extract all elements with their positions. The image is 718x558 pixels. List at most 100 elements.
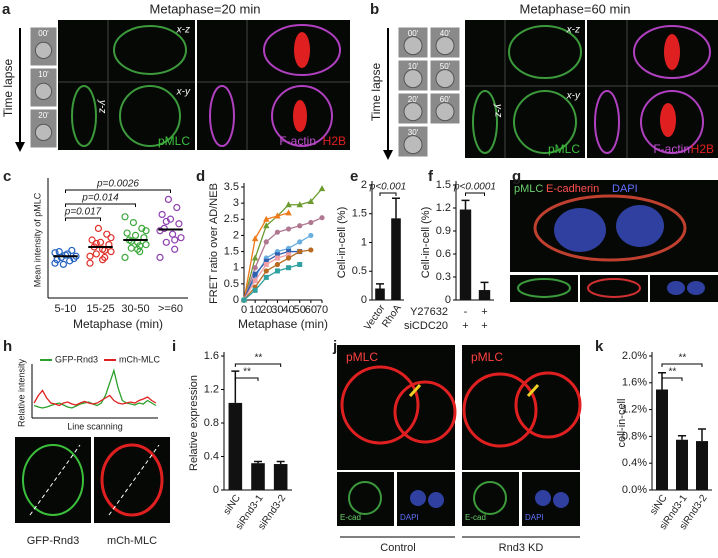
data-point bbox=[171, 245, 179, 253]
stain-label: DAPI bbox=[612, 183, 638, 195]
y-tick-label: 0.8% bbox=[622, 430, 647, 442]
marker bbox=[252, 287, 258, 293]
marker bbox=[308, 232, 314, 239]
y-axis-label: cell-in-cell bbox=[616, 399, 628, 448]
bar bbox=[375, 288, 385, 300]
marker bbox=[263, 215, 270, 222]
marker bbox=[274, 229, 281, 235]
stain-label: H2B bbox=[323, 134, 346, 148]
thumbnail-cell bbox=[403, 102, 423, 122]
marker bbox=[297, 223, 303, 229]
chart-label: i bbox=[172, 338, 176, 355]
stain-label: E-cadherin bbox=[546, 183, 599, 195]
data-point bbox=[96, 238, 105, 246]
marker bbox=[252, 278, 258, 284]
data-point bbox=[169, 230, 177, 238]
bar bbox=[478, 290, 491, 300]
error-bar bbox=[678, 434, 686, 440]
data-point bbox=[156, 253, 164, 261]
marker bbox=[263, 268, 269, 274]
panel-label: g bbox=[512, 168, 521, 185]
marker bbox=[274, 261, 281, 268]
time-label: 20' bbox=[38, 111, 49, 120]
row-value: + bbox=[462, 320, 468, 332]
data-point bbox=[107, 234, 115, 242]
data-point bbox=[156, 227, 164, 235]
panel-a-images bbox=[15, 20, 350, 152]
marker bbox=[263, 258, 269, 264]
y-tick-label: 0.3 bbox=[436, 271, 451, 283]
x-tick-label: 40 bbox=[282, 304, 294, 316]
marker bbox=[263, 239, 269, 245]
significance-bracket bbox=[465, 192, 485, 196]
y-tick-label: 2 bbox=[233, 229, 239, 241]
error-bar bbox=[461, 199, 470, 210]
data-point bbox=[86, 252, 94, 260]
marker bbox=[252, 271, 258, 277]
marker bbox=[252, 265, 258, 271]
bar bbox=[656, 389, 668, 490]
significance-label: p=0.014 bbox=[81, 193, 119, 204]
y-axis-label: Relative expression bbox=[188, 375, 200, 471]
x-tick-label: 5-10 bbox=[54, 303, 76, 315]
marker bbox=[318, 185, 326, 192]
data-point bbox=[127, 237, 135, 245]
bar bbox=[391, 218, 401, 300]
marker bbox=[307, 198, 315, 205]
series-line bbox=[243, 188, 323, 301]
x-tick-label: 60 bbox=[305, 304, 317, 316]
thumbnail-cell bbox=[34, 123, 53, 141]
error-bar bbox=[276, 460, 285, 465]
time-label: 00' bbox=[38, 29, 49, 38]
data-point bbox=[68, 246, 76, 255]
bar bbox=[676, 439, 688, 490]
significance-bracket bbox=[661, 363, 703, 367]
significance-bracket bbox=[379, 192, 397, 196]
data-point bbox=[131, 231, 140, 239]
x-tick-label: 30 bbox=[271, 304, 283, 316]
inset-label: E-cad bbox=[340, 513, 361, 522]
data-point bbox=[51, 249, 59, 257]
x-tick-label: 50 bbox=[294, 304, 306, 316]
time-label: 10' bbox=[38, 70, 49, 79]
time-axis: Time lapse bbox=[1, 59, 15, 118]
view-label: y-z bbox=[492, 103, 503, 117]
y-tick-label: 0 bbox=[361, 294, 367, 306]
y-axis-label: Relative intensity bbox=[16, 358, 26, 427]
marker bbox=[297, 239, 303, 245]
y-tick-label: 1.6% bbox=[622, 377, 647, 389]
marker bbox=[251, 235, 259, 242]
y-axis-label: Cell-in-cell (%) bbox=[336, 207, 348, 279]
chart-label: c bbox=[3, 168, 11, 185]
y-axis-label: Cell-in-cell (%) bbox=[420, 207, 432, 279]
view-label: x-z bbox=[566, 25, 580, 36]
data-point bbox=[142, 241, 150, 249]
time-label: 40' bbox=[440, 29, 451, 38]
panel-j-images bbox=[337, 345, 582, 538]
y-tick-label: 0 bbox=[213, 484, 219, 496]
y-tick-label: 2 bbox=[361, 179, 367, 191]
x-tick-label: 15-25 bbox=[86, 303, 114, 315]
marker bbox=[286, 265, 292, 271]
y-tick-label: 1.5 bbox=[224, 245, 239, 257]
marker bbox=[319, 215, 325, 221]
legend-label: GFP-Rnd3 bbox=[55, 354, 98, 364]
y-tick-label: 0.4% bbox=[622, 457, 647, 469]
inset-label: E-cad bbox=[465, 513, 486, 522]
y-tick-label: 1 bbox=[361, 236, 367, 248]
y-tick-label: 1.2% bbox=[622, 404, 647, 416]
chart-label: d bbox=[196, 168, 205, 185]
data-point bbox=[121, 213, 129, 221]
chart-label: e bbox=[350, 168, 358, 185]
data-point bbox=[142, 227, 150, 235]
marker bbox=[297, 248, 303, 255]
data-point bbox=[59, 260, 68, 268]
data-point bbox=[175, 220, 183, 228]
marker bbox=[286, 252, 292, 258]
bar bbox=[228, 402, 243, 490]
marker bbox=[251, 254, 259, 261]
time-label: 00' bbox=[408, 29, 419, 38]
significance-label: ** bbox=[243, 367, 252, 378]
image-label: GFP-Rnd3 bbox=[27, 535, 80, 547]
thumbnail-cell bbox=[403, 69, 423, 89]
